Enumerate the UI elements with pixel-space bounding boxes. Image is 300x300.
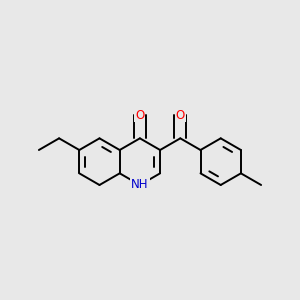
Text: O: O	[135, 109, 145, 122]
Text: O: O	[176, 109, 185, 122]
Text: NH: NH	[131, 178, 148, 191]
